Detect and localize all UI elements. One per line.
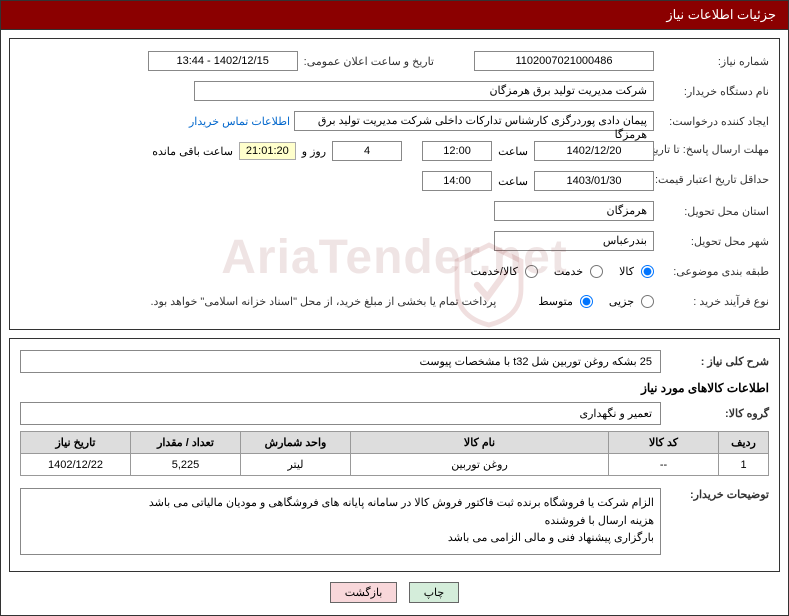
days-count-value: 4 bbox=[332, 141, 402, 161]
row-delivery-province: استان محل تحویل: هرمزگان bbox=[20, 199, 769, 223]
days-and-label: روز و bbox=[302, 145, 326, 158]
th-code: کد کالا bbox=[609, 432, 719, 454]
row-buyer-notes: توضیحات خریدار: الزام شرکت یا فروشگاه بر… bbox=[20, 482, 769, 555]
announce-datetime-label: تاریخ و ساعت اعلان عمومی: bbox=[298, 55, 434, 68]
treasury-note: پرداخت تمام یا بخشی از مبلغ خرید، از محل… bbox=[145, 295, 497, 308]
time-label-2: ساعت bbox=[498, 175, 528, 188]
row-need-number: شماره نیاز: 1102007021000486 تاریخ و ساع… bbox=[20, 49, 769, 73]
need-number-value: 1102007021000486 bbox=[474, 51, 654, 71]
need-desc-box: شرح کلی نیاز : 25 بشکه روغن توربین شل t3… bbox=[9, 338, 780, 572]
th-date: تاریخ نیاز bbox=[21, 432, 131, 454]
buyer-org-value: شرکت مدیریت تولید برق هرمزگان bbox=[194, 81, 654, 101]
price-validity-label: حداقل تاریخ اعتبار قیمت: تا تاریخ: bbox=[654, 174, 769, 187]
radio-goods-service[interactable] bbox=[525, 265, 538, 278]
announce-datetime-value: 1402/12/15 - 13:44 bbox=[148, 51, 298, 71]
table-header-row: ردیف کد کالا نام کالا واحد شمارش تعداد /… bbox=[21, 432, 769, 454]
table-row: 1 -- روغن توربین لیتر 5,225 1402/12/22 bbox=[21, 454, 769, 476]
radio-goods-label: کالا bbox=[619, 265, 634, 278]
back-button[interactable]: بازگشت bbox=[330, 582, 398, 603]
td-name: روغن توربین bbox=[351, 454, 609, 476]
radio-partial-label: جزیی bbox=[609, 295, 634, 308]
th-unit: واحد شمارش bbox=[241, 432, 351, 454]
page-header: جزئیات اطلاعات نیاز bbox=[0, 0, 789, 29]
purchase-process-label: نوع فرآیند خرید : bbox=[654, 295, 769, 308]
row-need-desc: شرح کلی نیاز : 25 بشکه روغن توربین شل t3… bbox=[20, 349, 769, 373]
delivery-city-value: بندرعباس bbox=[494, 231, 654, 251]
page-title: جزئیات اطلاعات نیاز bbox=[666, 7, 776, 22]
buyer-note-line1: الزام شرکت یا فروشگاه برنده ثبت فاکتور ف… bbox=[27, 495, 654, 513]
category-label: طبقه بندی موضوعی: bbox=[654, 265, 769, 278]
td-qty: 5,225 bbox=[131, 454, 241, 476]
response-deadline-label: مهلت ارسال پاسخ: تا تاریخ: bbox=[654, 144, 769, 157]
process-radios: جزیی متوسط bbox=[526, 295, 654, 308]
row-goods-group: گروه کالا: تعمیر و نگهداری bbox=[20, 401, 769, 425]
td-row: 1 bbox=[719, 454, 769, 476]
radio-goods[interactable] bbox=[641, 265, 654, 278]
radio-partial[interactable] bbox=[641, 295, 654, 308]
th-name: نام کالا bbox=[351, 432, 609, 454]
price-validity-time: 14:00 bbox=[422, 171, 492, 191]
main-container: شماره نیاز: 1102007021000486 تاریخ و ساع… bbox=[0, 29, 789, 616]
goods-group-value: تعمیر و نگهداری bbox=[20, 402, 661, 425]
goods-group-label: گروه کالا: bbox=[669, 407, 769, 420]
need-desc-label: شرح کلی نیاز : bbox=[669, 355, 769, 368]
delivery-province-label: استان محل تحویل: bbox=[654, 205, 769, 218]
th-qty: تعداد / مقدار bbox=[131, 432, 241, 454]
button-row: چاپ بازگشت bbox=[9, 572, 780, 607]
delivery-city-label: شهر محل تحویل: bbox=[654, 235, 769, 248]
goods-section-title: اطلاعات کالاهای مورد نیاز bbox=[20, 381, 769, 395]
th-row: ردیف bbox=[719, 432, 769, 454]
time-label-1: ساعت bbox=[498, 145, 528, 158]
requester-value: پیمان دادی پوردرگزی کارشناس تدارکات داخل… bbox=[294, 111, 654, 131]
td-code: -- bbox=[609, 454, 719, 476]
radio-service-label: خدمت bbox=[554, 265, 583, 278]
need-number-label: شماره نیاز: bbox=[654, 55, 769, 68]
requester-label: ایجاد کننده درخواست: bbox=[654, 115, 769, 128]
goods-table: ردیف کد کالا نام کالا واحد شمارش تعداد /… bbox=[20, 431, 769, 476]
buyer-note-line3: بارگزاری پیشنهاد فنی و مالی الزامی می با… bbox=[27, 530, 654, 548]
response-time-value: 12:00 bbox=[422, 141, 492, 161]
radio-medium[interactable] bbox=[580, 295, 593, 308]
buyer-notes-box: الزام شرکت یا فروشگاه برنده ثبت فاکتور ف… bbox=[20, 488, 661, 555]
row-buyer-org: نام دستگاه خریدار: شرکت مدیریت تولید برق… bbox=[20, 79, 769, 103]
row-requester: ایجاد کننده درخواست: پیمان دادی پوردرگزی… bbox=[20, 109, 769, 133]
radio-goods-service-label: کالا/خدمت bbox=[471, 265, 518, 278]
form-box: شماره نیاز: 1102007021000486 تاریخ و ساع… bbox=[9, 38, 780, 330]
row-response-deadline: مهلت ارسال پاسخ: تا تاریخ: 1402/12/20 سا… bbox=[20, 139, 769, 163]
buyer-contact-link[interactable]: اطلاعات تماس خریدار bbox=[189, 115, 290, 128]
row-price-validity: حداقل تاریخ اعتبار قیمت: تا تاریخ: 1403/… bbox=[20, 169, 769, 193]
delivery-province-value: هرمزگان bbox=[494, 201, 654, 221]
row-delivery-city: شهر محل تحویل: بندرعباس bbox=[20, 229, 769, 253]
response-date-value: 1402/12/20 bbox=[534, 141, 654, 161]
td-date: 1402/12/22 bbox=[21, 454, 131, 476]
price-validity-date: 1403/01/30 bbox=[534, 171, 654, 191]
need-desc-value: 25 بشکه روغن توربین شل t32 با مشخصات پیو… bbox=[20, 350, 661, 373]
buyer-org-label: نام دستگاه خریدار: bbox=[654, 85, 769, 98]
countdown-value: 21:01:20 bbox=[239, 142, 296, 160]
row-category: طبقه بندی موضوعی: کالا خدمت کالا/خدمت bbox=[20, 259, 769, 283]
td-unit: لیتر bbox=[241, 454, 351, 476]
remaining-label: ساعت باقی مانده bbox=[152, 145, 233, 158]
radio-service[interactable] bbox=[590, 265, 603, 278]
print-button[interactable]: چاپ bbox=[409, 582, 460, 603]
category-radios: کالا خدمت کالا/خدمت bbox=[459, 265, 654, 278]
row-process: نوع فرآیند خرید : جزیی متوسط پرداخت تمام… bbox=[20, 289, 769, 313]
buyer-note-line2: هزینه ارسال با فروشنده bbox=[27, 513, 654, 531]
radio-medium-label: متوسط bbox=[538, 295, 573, 308]
buyer-notes-label: توضیحات خریدار: bbox=[669, 482, 769, 501]
